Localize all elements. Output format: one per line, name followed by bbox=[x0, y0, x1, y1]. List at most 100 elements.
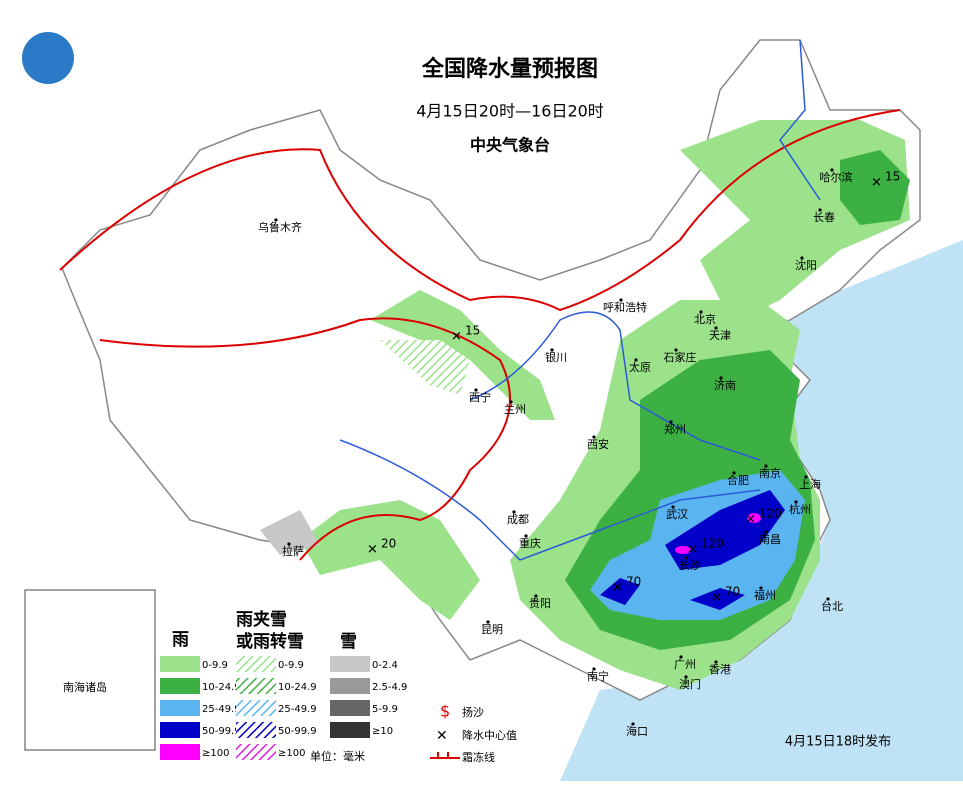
city-label: 济南 bbox=[714, 378, 736, 392]
logo bbox=[22, 32, 74, 84]
center-mark: ✕ bbox=[745, 513, 756, 528]
rain-area bbox=[600, 490, 785, 610]
city-dot bbox=[719, 376, 723, 380]
center-value: 15 bbox=[885, 170, 900, 184]
city-label: 武汉 bbox=[666, 508, 688, 521]
legend-swatch bbox=[330, 678, 370, 694]
center-mark: ✕ bbox=[871, 176, 882, 191]
rain-area bbox=[300, 500, 480, 620]
legend-label: ≥10 bbox=[372, 726, 393, 737]
issuer: 中央气象台 bbox=[470, 136, 550, 155]
city-dot bbox=[800, 256, 804, 260]
sea bbox=[560, 240, 963, 781]
city-label: 沈阳 bbox=[795, 258, 817, 272]
legend-title: 或雨转雪 bbox=[236, 631, 304, 652]
center-value: 70 bbox=[626, 575, 641, 589]
city-label: 南昌 bbox=[759, 533, 781, 546]
legend-label: 0-9.9 bbox=[202, 660, 228, 671]
city-label: 郑州 bbox=[664, 422, 686, 436]
city-dot bbox=[634, 358, 638, 362]
city-label: 兰州 bbox=[504, 403, 526, 416]
city-label: 成都 bbox=[507, 513, 529, 526]
city-dot bbox=[764, 530, 768, 534]
city-label: 银川 bbox=[545, 350, 567, 364]
city-dot bbox=[764, 464, 768, 468]
city-dot bbox=[486, 620, 490, 624]
legend-label: 50-99.9 bbox=[202, 726, 241, 737]
inset-frame bbox=[24, 589, 156, 751]
city-dot bbox=[592, 435, 596, 439]
city-dot bbox=[669, 420, 673, 424]
unit: 单位：毫米 bbox=[310, 749, 365, 763]
city-dot bbox=[524, 534, 528, 538]
frost-line bbox=[59, 109, 901, 312]
frost-line bbox=[99, 317, 511, 561]
legend-title: 雨 bbox=[172, 630, 189, 650]
center-value: 120 bbox=[701, 537, 724, 551]
legend-swatch bbox=[236, 656, 276, 672]
city-dot bbox=[619, 298, 623, 302]
city-label: 乌鲁木齐 bbox=[258, 220, 302, 234]
city-label: 北京 bbox=[694, 312, 716, 326]
legend-swatch bbox=[236, 678, 276, 694]
legend-label: 50-99.9 bbox=[278, 726, 317, 737]
city-label: 南宁 bbox=[587, 669, 609, 683]
dust-icon: $ bbox=[440, 702, 450, 721]
city-dot bbox=[684, 675, 688, 679]
legend-swatch bbox=[330, 722, 370, 738]
legend-label: 25-49.9 bbox=[202, 704, 241, 715]
legend-swatch bbox=[236, 700, 276, 716]
inset-label: 南海诸岛 bbox=[63, 680, 107, 694]
river bbox=[339, 39, 821, 561]
city-label: 长春 bbox=[813, 211, 835, 224]
city-dot bbox=[830, 168, 834, 172]
city-dot bbox=[509, 400, 513, 404]
legend-label: ≥100 bbox=[278, 748, 305, 759]
city-dot bbox=[759, 586, 763, 590]
mix-area bbox=[380, 340, 470, 395]
city-label: 太原 bbox=[629, 361, 651, 374]
legend-label: 0-2.4 bbox=[372, 660, 398, 671]
center-value: 120 bbox=[759, 507, 782, 521]
city-label: 南京 bbox=[759, 466, 781, 480]
city-dot bbox=[826, 597, 830, 601]
city-dot bbox=[818, 208, 822, 212]
city-label: 西安 bbox=[587, 437, 609, 451]
legend-swatch bbox=[160, 656, 200, 672]
footer: 4月15日18时发布 bbox=[785, 734, 891, 750]
city-label: 杭州 bbox=[789, 502, 811, 516]
city-label: 香港 bbox=[709, 663, 731, 676]
city-dot bbox=[274, 218, 278, 222]
symbol-label: 降水中心值 bbox=[462, 728, 517, 742]
legend-label: 0-9.9 bbox=[278, 660, 304, 671]
rain-area bbox=[840, 150, 910, 225]
city-dot bbox=[732, 471, 736, 475]
city-label: 哈尔滨 bbox=[820, 170, 853, 184]
period: 4月15日20时—16日20时 bbox=[416, 102, 604, 121]
legend-swatch bbox=[160, 678, 200, 694]
city-dot bbox=[534, 594, 538, 598]
center-mark: ✕ bbox=[687, 543, 698, 558]
city-label: 台北 bbox=[821, 599, 843, 613]
legend-swatch bbox=[330, 700, 370, 716]
city-label: 昆明 bbox=[481, 623, 503, 636]
rain-area bbox=[747, 513, 761, 523]
city-dot bbox=[714, 326, 718, 330]
legend-title: 雨夹雪 bbox=[236, 609, 287, 630]
city-label: 福州 bbox=[754, 588, 776, 602]
city-label: 拉萨 bbox=[282, 544, 304, 558]
city-label: 长沙 bbox=[679, 559, 701, 572]
city-dot bbox=[512, 510, 516, 514]
city-dot bbox=[674, 348, 678, 352]
legend-label: 25-49.9 bbox=[278, 704, 317, 715]
city-dot bbox=[671, 505, 675, 509]
center-value: 15 bbox=[465, 324, 480, 338]
city-dot bbox=[592, 667, 596, 671]
city-dot bbox=[287, 542, 291, 546]
legend-swatch bbox=[160, 744, 200, 760]
center-mark: ✕ bbox=[451, 330, 462, 345]
legend-label: 10-24.9 bbox=[278, 682, 317, 693]
city-label: 天津 bbox=[709, 329, 731, 342]
city-label: 重庆 bbox=[519, 536, 541, 550]
